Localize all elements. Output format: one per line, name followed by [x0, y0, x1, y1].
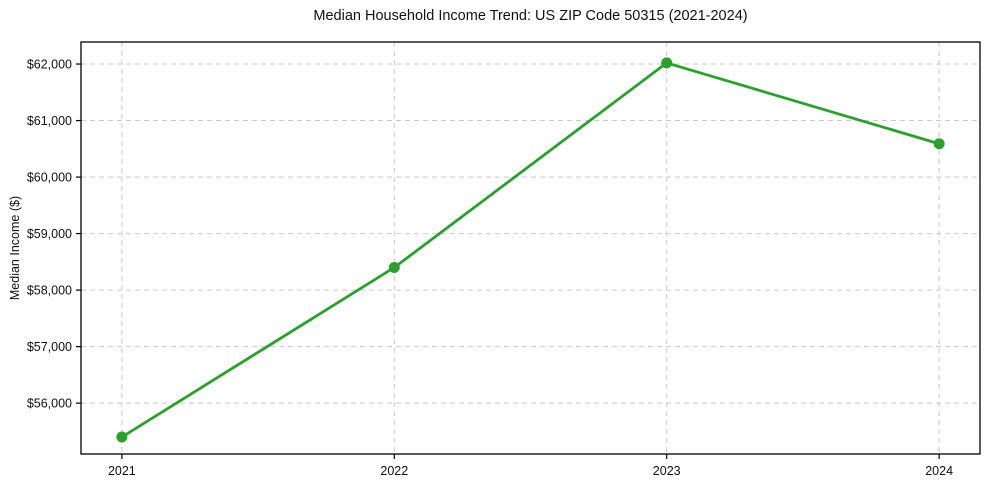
y-tick-label: $58,000	[27, 284, 72, 298]
data-point-2023	[661, 57, 673, 69]
y-tick-label: $62,000	[27, 58, 72, 72]
data-point-2024	[933, 138, 945, 150]
data-point-2021	[116, 431, 128, 443]
x-tick-label: 2023	[653, 464, 681, 478]
y-tick-label: $57,000	[27, 340, 72, 354]
y-tick-label: $60,000	[27, 171, 72, 185]
chart-title: Median Household Income Trend: US ZIP Co…	[313, 8, 748, 24]
x-tick-label: 2024	[925, 464, 953, 478]
y-tick-label: $61,000	[27, 114, 72, 128]
y-tick-label: $56,000	[27, 397, 72, 411]
data-point-2022	[388, 261, 400, 273]
plot-border	[80, 41, 981, 455]
x-tick-label: 2022	[380, 464, 408, 478]
y-tick-label: $59,000	[27, 227, 72, 241]
x-tick-label: 2021	[108, 464, 136, 478]
income-trend-line	[120, 61, 941, 439]
